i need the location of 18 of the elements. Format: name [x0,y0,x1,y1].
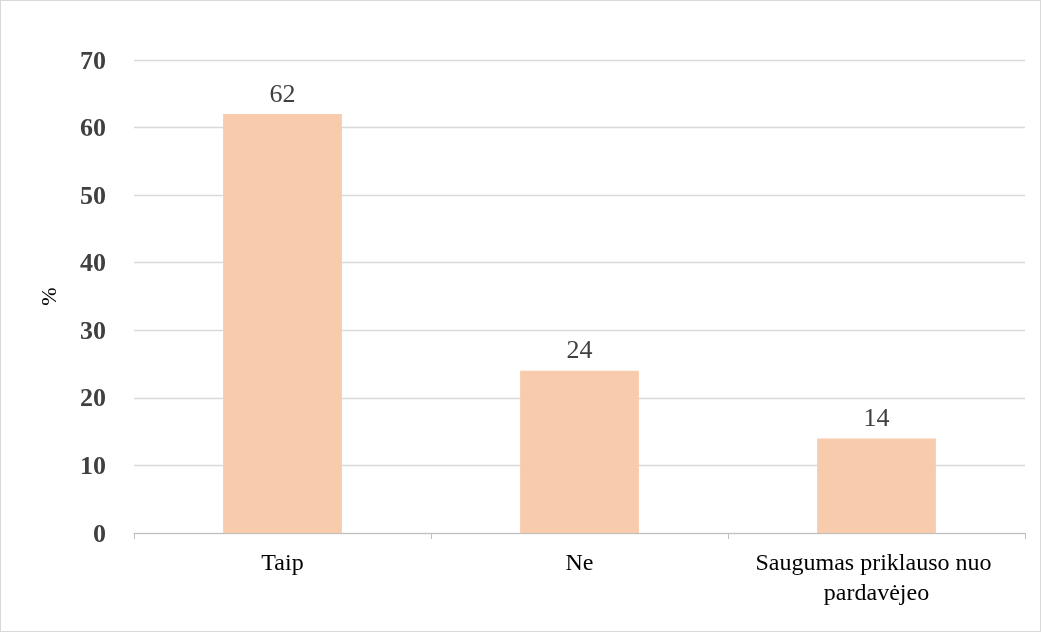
bar [520,370,639,533]
bar [817,438,936,533]
y-tick-label: 40 [80,248,106,278]
y-tick-label: 0 [93,518,106,548]
y-tick-label: 10 [80,450,106,480]
data-label: 24 [566,335,593,365]
bar [223,114,342,533]
x-tick-label: Ne [565,549,594,575]
x-tick-label: Saugumas priklauso nuo pardavėjeo [755,549,998,605]
y-tick-label: 50 [80,180,106,210]
y-axis-title: % [35,287,61,306]
y-tick-label: 70 [80,45,106,75]
y-tick-label: 20 [80,383,106,413]
y-tick-label: 30 [80,315,106,345]
x-tick-label: Taip [261,549,304,575]
data-label: 62 [269,78,296,108]
data-label: 14 [863,402,890,432]
y-tick-label: 60 [80,113,106,143]
